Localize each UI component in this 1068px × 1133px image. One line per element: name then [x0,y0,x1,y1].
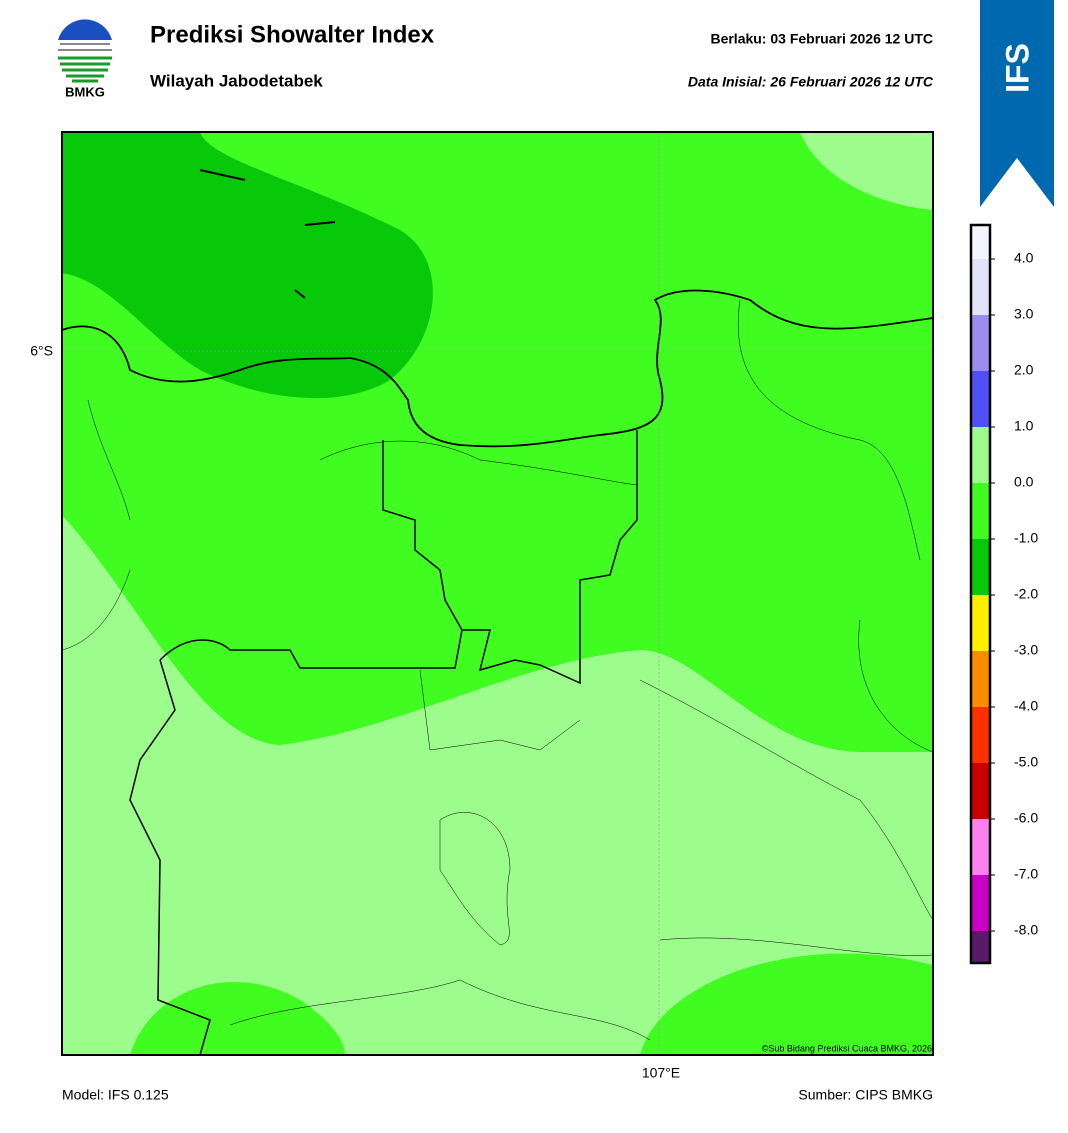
colorbar-label: 2.0 [1014,362,1034,378]
colorbar: 4.0 3.0 2.0 1.0 0.0 -1.0 -2.0 -3.0 -4.0 -5.0 -6.0 -… [969,223,1038,965]
colorbar-frame [969,223,992,965]
colorbar-segment [971,539,990,595]
logo: BMKG [58,19,112,99]
colorbar-segment [971,259,990,315]
colorbar-segment [971,427,990,483]
colorbar-segment [971,875,990,931]
colorbar-label: 1.0 [1014,418,1034,434]
colorbar-segment [971,595,990,651]
colorbar-label: -8.0 [1014,922,1038,938]
colorbar-label: -5.0 [1014,754,1038,770]
colorbar-segment [971,225,990,259]
colorbar-label: 3.0 [1014,306,1034,322]
colorbar-label: -6.0 [1014,810,1038,826]
valid-time: Berlaku: 03 Februari 2026 12 UTC [710,31,933,47]
init-time: Data Inisial: 26 Februari 2026 12 UTC [688,74,934,90]
banner-text: IFS [999,43,1035,93]
colorbar-segment [971,371,990,427]
model: Model: IFS 0.125 [62,1087,169,1103]
source: Sumber: CIPS BMKG [798,1087,933,1103]
colorbar-segment [971,315,990,371]
colorbar-segment [971,707,990,763]
colorbar-label: 4.0 [1014,250,1034,266]
colorbar-segment [971,763,990,819]
subtitle: Wilayah Jabodetabek [150,71,323,90]
colorbar-label: -7.0 [1014,866,1038,882]
colorbar-label: 0.0 [1014,474,1034,490]
colorbar-label: -3.0 [1014,642,1038,658]
banner: IFS [980,0,1054,207]
copyright: ©Sub Bidang Prediksi Cuaca BMKG, 2026 [762,1043,932,1053]
colorbar-segment [971,483,990,539]
logo-text: BMKG [65,84,105,99]
title: Prediksi Showalter Index [150,21,435,48]
map: ©Sub Bidang Prediksi Cuaca BMKG, 2026 [61,131,934,1056]
lat-label: 6°S [30,343,53,359]
colorbar-segment [971,931,990,963]
colorbar-label: -1.0 [1014,530,1038,546]
colorbar-segment [971,651,990,707]
colorbar-label: -4.0 [1014,698,1038,714]
colorbar-segment [971,819,990,875]
colorbar-label: -2.0 [1014,586,1038,602]
lon-label: 107°E [642,1065,680,1081]
